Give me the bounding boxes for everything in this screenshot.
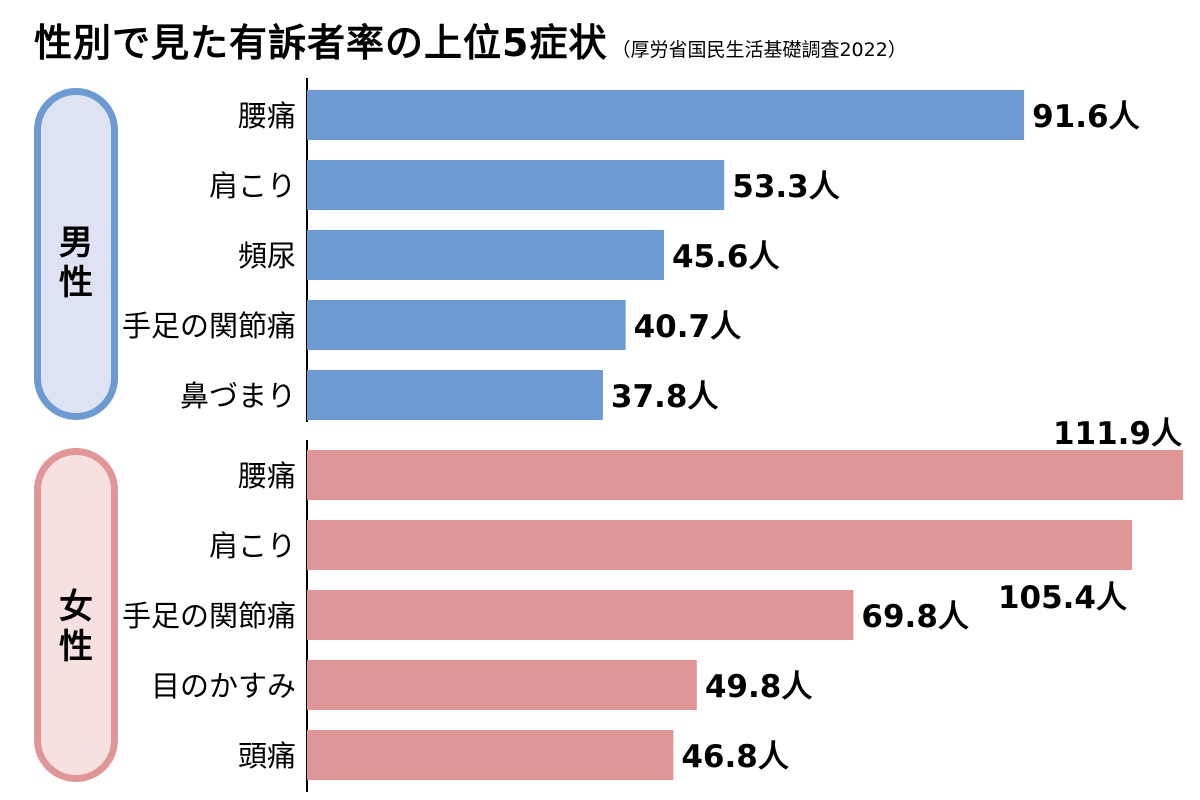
chart-source: （厚労省国民生活基礎調査2022） bbox=[611, 39, 907, 61]
category-label-female-1: 肩こり bbox=[209, 529, 296, 563]
chart-heading: 性別で見た有訴者率の上位5症状 （厚労省国民生活基礎調査2022） bbox=[34, 12, 907, 67]
bar-female-3 bbox=[307, 660, 697, 710]
category-label-female-2: 手足の関節痛 bbox=[122, 599, 296, 633]
group-label-female: 女性 bbox=[59, 587, 93, 667]
category-label-male-3: 手足の関節痛 bbox=[122, 309, 296, 343]
value-label-male-3: 40.7人 bbox=[634, 309, 742, 345]
value-label-male-4: 37.8人 bbox=[611, 379, 719, 415]
chart-title: 性別で見た有訴者率の上位5症状 bbox=[34, 21, 608, 65]
bar-female-1 bbox=[307, 520, 1133, 570]
value-label-male-2: 45.6人 bbox=[672, 239, 780, 275]
value-label-female-1: 105.4人 bbox=[998, 580, 1127, 616]
value-label-female-3: 49.8人 bbox=[705, 669, 813, 705]
value-label-female-4: 46.8人 bbox=[681, 739, 789, 775]
value-label-female-0: 111.9人 bbox=[1053, 416, 1182, 452]
value-label-female-2: 69.8人 bbox=[861, 599, 969, 635]
bar-male-2 bbox=[307, 230, 664, 280]
bar-male-0 bbox=[307, 90, 1025, 140]
category-label-male-0: 腰痛 bbox=[238, 99, 296, 133]
bar-male-1 bbox=[307, 160, 725, 210]
bar-female-2 bbox=[307, 590, 854, 640]
group-badge-male: 男性 bbox=[34, 88, 118, 420]
category-label-male-4: 鼻づまり bbox=[180, 379, 296, 413]
bar-male-4 bbox=[307, 370, 603, 420]
group-badge-female: 女性 bbox=[34, 448, 118, 782]
category-label-female-3: 目のかすみ bbox=[151, 669, 296, 703]
bar-male-3 bbox=[307, 300, 626, 350]
category-label-male-2: 頻尿 bbox=[238, 239, 296, 273]
value-label-male-0: 91.6人 bbox=[1032, 99, 1140, 135]
group-label-male: 男性 bbox=[59, 223, 93, 303]
category-label-male-1: 肩こり bbox=[209, 169, 296, 203]
bar-female-0 bbox=[307, 450, 1183, 500]
category-label-female-0: 腰痛 bbox=[238, 459, 296, 493]
category-label-female-4: 頭痛 bbox=[238, 739, 296, 773]
value-label-male-1: 53.3人 bbox=[732, 169, 840, 205]
bar-female-4 bbox=[307, 730, 674, 780]
